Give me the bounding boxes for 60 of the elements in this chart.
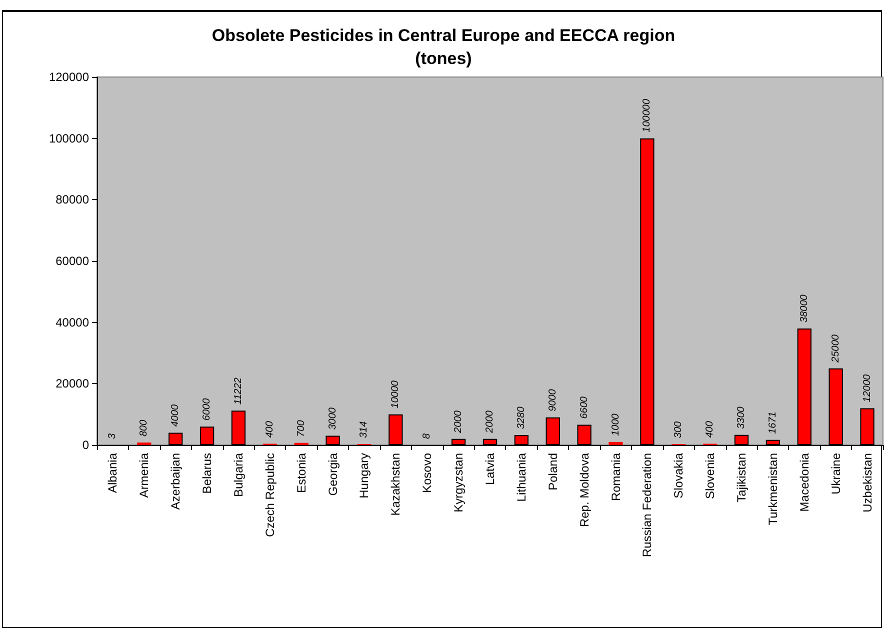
data-label: 1000 xyxy=(610,413,622,436)
x-tick-label: Georgia xyxy=(326,452,340,496)
data-label: 12000 xyxy=(862,374,873,402)
x-tick-label: Armenia xyxy=(137,452,152,498)
data-label: 3000 xyxy=(327,407,338,430)
data-label: 6000 xyxy=(202,398,213,421)
x-tick-label: Russian Federation xyxy=(640,453,654,558)
y-tick-label: 100000 xyxy=(48,131,90,146)
x-tick-label: Azerbaijan xyxy=(168,453,183,510)
x-tick-label: Uzbekistan xyxy=(860,453,874,512)
data-label: 700 xyxy=(296,420,307,437)
data-label: 8 xyxy=(422,432,433,439)
x-tick-label: Estonia xyxy=(294,452,308,494)
y-tick-label: 120000 xyxy=(48,70,90,84)
data-label: 25000 xyxy=(830,334,842,364)
data-label: 314 xyxy=(358,420,370,438)
x-tick-label: Kosovo xyxy=(420,452,434,494)
x-tick-label: Poland xyxy=(546,453,560,490)
x-tick-label: Rep. Moldova xyxy=(577,452,592,528)
data-label: 3280 xyxy=(516,406,527,429)
y-tick-label: 40000 xyxy=(56,315,90,330)
data-label: 1671 xyxy=(767,412,778,434)
data-label: 400 xyxy=(264,420,276,438)
x-tick-label: Belarus xyxy=(200,453,214,494)
x-tick-label: Turkmenistan xyxy=(766,453,780,526)
y-tick-label: 80000 xyxy=(56,192,90,207)
y-tick-label: 0 xyxy=(82,438,90,452)
y-tick-label: 20000 xyxy=(56,376,90,391)
x-tick-label: Albania xyxy=(106,452,120,494)
x-tick-label: Lithuania xyxy=(514,452,528,502)
data-label: 400 xyxy=(704,420,716,438)
data-label: 10000 xyxy=(390,380,402,408)
data-label: 2000 xyxy=(453,410,464,434)
x-tick-label: Tajikistan xyxy=(734,453,749,502)
data-label: 3300 xyxy=(736,406,748,429)
x-tick-label: Slovakia xyxy=(672,452,686,498)
data-label: 38000 xyxy=(798,294,810,322)
x-tick-label: Macedonia xyxy=(797,452,812,512)
x-tick-label: Hungary xyxy=(357,453,372,498)
x-tick-label: Kazakhstan xyxy=(388,453,403,516)
data-label: 800 xyxy=(138,419,150,437)
data-label: 11222 xyxy=(232,377,244,405)
data-label: 100000 xyxy=(642,98,653,132)
bar xyxy=(608,442,623,445)
x-tick-label: Kyrgyzstan xyxy=(452,453,466,512)
data-label: 3 xyxy=(107,432,118,439)
y-tick-label: 60000 xyxy=(56,254,90,268)
x-tick-label: Ukraine xyxy=(828,452,843,494)
x-tick-label: Slovenia xyxy=(703,452,718,500)
chart-title: Obsolete Pesticides in Central Europe and EECCA region xyxy=(212,26,676,45)
data-label: 4000 xyxy=(170,404,182,427)
data-label: 2000 xyxy=(484,410,496,434)
x-tick-label: Czech Republic xyxy=(262,453,277,538)
data-label: 9000 xyxy=(547,388,558,412)
chart-subtitle: (tones) xyxy=(415,49,472,68)
data-label: 6600 xyxy=(578,396,590,419)
x-tick-label: Romania xyxy=(608,452,623,502)
x-tick-label: Latvia xyxy=(483,452,497,486)
data-label: 300 xyxy=(673,420,684,438)
x-tick-label: Bulgaria xyxy=(231,452,246,498)
